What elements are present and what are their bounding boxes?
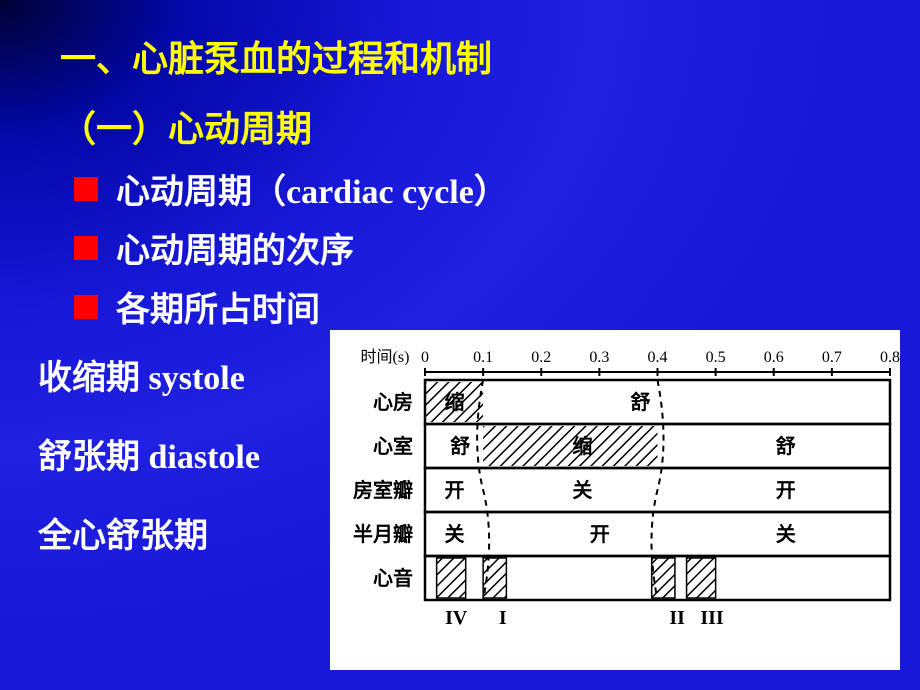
list-item-label: 心动周期的次序 xyxy=(116,223,354,272)
svg-text:0.4: 0.4 xyxy=(648,349,668,366)
svg-text:心房: 心房 xyxy=(373,390,413,414)
svg-text:房室瓣: 房室瓣 xyxy=(353,478,413,502)
term-systole: 收缩期 systole xyxy=(38,350,260,399)
svg-text:关: 关 xyxy=(776,522,796,546)
svg-text:0.5: 0.5 xyxy=(706,349,726,366)
term-zh: 舒张期 xyxy=(38,439,149,476)
heading-2: （一）心动周期 xyxy=(60,100,920,152)
square-bullet-icon xyxy=(74,177,98,201)
svg-text:关: 关 xyxy=(444,522,464,546)
svg-text:0.1: 0.1 xyxy=(473,349,493,366)
svg-text:舒: 舒 xyxy=(450,434,470,458)
svg-text:II: II xyxy=(669,607,685,629)
term-total-diastole: 全心舒张期 xyxy=(38,508,260,557)
svg-text:IV: IV xyxy=(445,607,468,629)
square-bullet-icon xyxy=(74,295,98,319)
heading-1: 一、心脏泵血的过程和机制 xyxy=(60,30,920,82)
list-item: 心动周期的次序 xyxy=(74,223,920,272)
svg-text:时间(s): 时间(s) xyxy=(361,348,410,366)
svg-text:III: III xyxy=(700,607,724,629)
svg-text:开: 开 xyxy=(776,480,796,502)
svg-text:0.3: 0.3 xyxy=(589,349,609,366)
svg-text:心音: 心音 xyxy=(373,566,413,590)
cardiac-cycle-chart: 00.10.20.30.40.50.60.70.8时间(s)心房缩舒心室舒缩舒房… xyxy=(330,330,900,670)
svg-text:缩: 缩 xyxy=(572,434,592,458)
svg-text:半月瓣: 半月瓣 xyxy=(353,522,413,546)
term-zh: 全心舒张期 xyxy=(38,518,208,555)
term-zh: 收缩期 xyxy=(38,360,149,397)
term-en: diastole xyxy=(149,439,260,476)
svg-text:0.8: 0.8 xyxy=(880,349,900,366)
svg-text:0.2: 0.2 xyxy=(531,349,551,366)
svg-text:心室: 心室 xyxy=(373,434,413,458)
list-item: 心动周期（cardiac cycle） xyxy=(74,164,920,213)
slide-content: 一、心脏泵血的过程和机制 （一）心动周期 心动周期（cardiac cycle）… xyxy=(0,0,920,331)
svg-text:I: I xyxy=(499,607,507,629)
chart-svg: 00.10.20.30.40.50.60.70.8时间(s)心房缩舒心室舒缩舒房… xyxy=(330,330,900,670)
term-diastole: 舒张期 diastole xyxy=(38,429,260,478)
svg-text:0.7: 0.7 xyxy=(822,349,842,366)
svg-text:关: 关 xyxy=(572,478,592,502)
svg-text:开: 开 xyxy=(444,480,464,502)
svg-text:舒: 舒 xyxy=(630,390,650,414)
svg-text:0.6: 0.6 xyxy=(764,349,784,366)
list-item-label: 各期所占时间 xyxy=(116,282,320,331)
terminology-block: 收缩期 systole 舒张期 diastole 全心舒张期 xyxy=(38,350,260,587)
list-item: 各期所占时间 xyxy=(74,282,920,331)
svg-text:舒: 舒 xyxy=(776,434,796,458)
square-bullet-icon xyxy=(74,236,98,260)
svg-text:0: 0 xyxy=(421,349,429,366)
svg-text:开: 开 xyxy=(590,524,610,546)
term-en: systole xyxy=(149,360,245,397)
list-item-label: 心动周期（cardiac cycle） xyxy=(116,164,508,213)
svg-text:缩: 缩 xyxy=(444,390,464,414)
